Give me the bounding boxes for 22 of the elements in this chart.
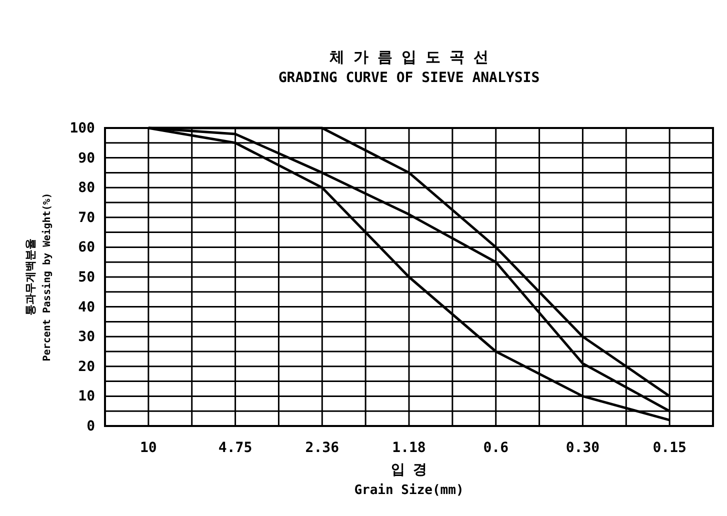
y-tick-label: 100	[70, 120, 95, 136]
y-tick-label: 60	[78, 240, 95, 256]
x-tick-label: 2.36	[305, 440, 339, 456]
y-tick-label: 70	[78, 210, 95, 226]
chart-title: 체 가 름 입 도 곡 선	[328, 48, 489, 66]
x-axis-title: 입 경 Grain Size(mm)	[354, 462, 464, 498]
x-tick-label: 0.15	[652, 440, 686, 456]
x-tick-label: 10	[140, 440, 157, 456]
y-tick-label: 40	[78, 299, 95, 316]
y-tick-label: 80	[78, 180, 95, 196]
x-tick-label: 0.6	[483, 440, 509, 456]
x-tick-label: 0.30	[566, 440, 600, 456]
y-tick-label: 10	[78, 388, 95, 405]
y-tick-label: 50	[78, 269, 95, 286]
y-tick-label: 90	[78, 150, 95, 166]
y-tick-label: 20	[78, 358, 95, 375]
x-tick-label: 1.18	[392, 440, 426, 456]
x-tick-label: 4.75	[218, 440, 252, 456]
chart-subtitle: GRADING CURVE OF SIEVE ANALYSIS	[278, 70, 540, 86]
y-tick-label: 0	[86, 418, 95, 434]
y-tick-label: 30	[78, 329, 95, 346]
y-axis-title: 통과무게백분율 Percent Passing by Weight(%)	[24, 192, 53, 362]
